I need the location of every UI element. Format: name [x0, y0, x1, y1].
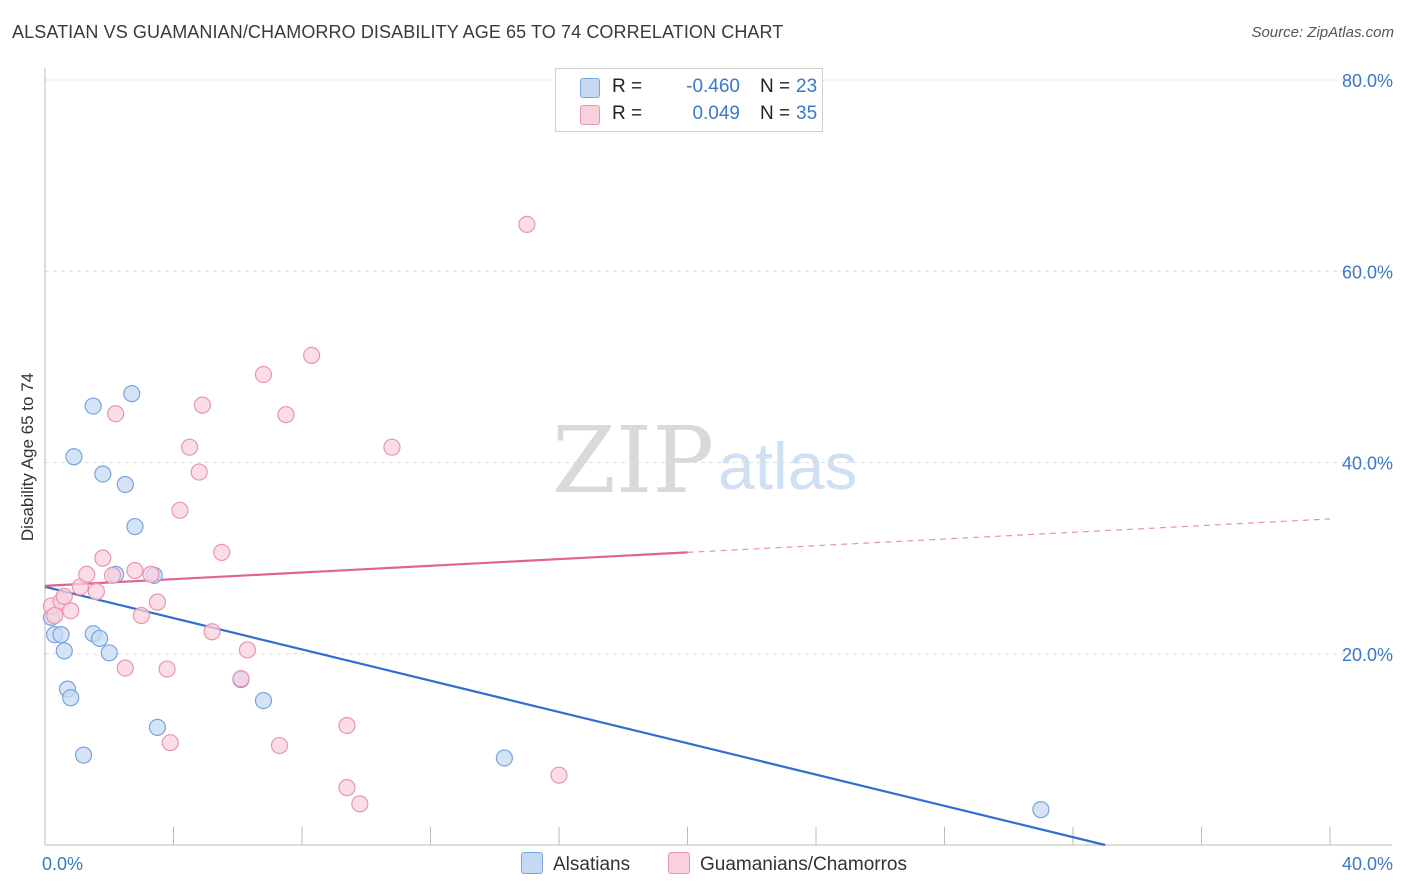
data-point [238, 641, 256, 659]
trend-line-extension [687, 518, 1331, 553]
data-point [142, 565, 160, 583]
data-point [518, 215, 536, 233]
data-point [495, 749, 513, 767]
data-point [254, 692, 273, 710]
data-point [148, 593, 167, 611]
correlation-legend: R = -0.460 N = 23 R = 0.049 N = 35 [555, 68, 823, 132]
legend-n-value: 23 [796, 76, 818, 97]
data-point [338, 716, 356, 735]
data-point [277, 406, 295, 424]
x-tick-label: 40.0% [1342, 854, 1393, 874]
y-tick-label: 20.0% [1342, 645, 1393, 665]
data-point [232, 670, 250, 688]
data-point [55, 587, 73, 605]
series-swatch-pink [668, 852, 690, 874]
data-point [132, 606, 150, 625]
data-point [254, 365, 273, 384]
data-point [351, 795, 369, 813]
watermark-zip: ZIP [552, 407, 714, 514]
data-point [107, 405, 125, 423]
legend-n-label: N = [760, 76, 791, 97]
data-point [123, 385, 141, 403]
data-point [303, 346, 321, 364]
trend-line [44, 585, 1106, 847]
data-point [84, 397, 102, 415]
data-point [74, 746, 93, 764]
series-name: Guamanians/Chamorros [700, 854, 907, 875]
data-point [338, 779, 356, 797]
data-point [62, 602, 80, 620]
data-point [103, 566, 122, 584]
series-name: Alsatians [553, 854, 631, 875]
series-legend-alsatians: Alsatians [521, 852, 630, 876]
chart-title: ALSATIAN VS GUAMANIAN/CHAMORRO DISABILIT… [12, 22, 784, 42]
data-point [126, 561, 144, 580]
data-point [87, 582, 106, 601]
tick-labels: 20.0% 40.0% 60.0% 80.0% 0.0% 40.0% [42, 71, 1393, 874]
data-point [94, 465, 112, 483]
data-point [203, 623, 221, 641]
watermark-atlas: atlas [718, 429, 857, 503]
legend-n-label: N = [760, 103, 791, 124]
data-points [42, 215, 1050, 819]
legend-r-label: R = [612, 103, 643, 124]
data-point [65, 448, 83, 466]
grid-lines [45, 79, 1392, 655]
data-point [1032, 801, 1050, 819]
y-tick-label: 80.0% [1342, 71, 1393, 91]
data-point [270, 736, 289, 755]
data-point [94, 549, 112, 567]
data-point [193, 396, 212, 414]
x-tick-label: 0.0% [42, 854, 83, 874]
y-tick-label: 60.0% [1342, 262, 1393, 282]
data-point [213, 543, 231, 561]
data-point [190, 463, 208, 481]
data-point [91, 629, 109, 648]
data-point [116, 475, 134, 494]
series-swatch-blue [521, 852, 543, 874]
data-point [158, 660, 176, 678]
data-point [78, 565, 96, 583]
axes [44, 68, 1392, 846]
data-point [550, 766, 568, 784]
data-point [148, 718, 167, 736]
data-point [62, 689, 80, 707]
source-label: Source: ZipAtlas.com [1251, 24, 1394, 41]
data-point [171, 501, 189, 519]
legend-r-label: R = [612, 76, 643, 97]
legend-swatch-blue [580, 78, 600, 98]
data-point [100, 644, 118, 662]
y-tick-label: 40.0% [1342, 454, 1393, 474]
data-point [52, 626, 70, 644]
data-point [383, 438, 401, 456]
data-point [161, 734, 179, 752]
data-point [55, 642, 73, 660]
data-point [116, 659, 134, 677]
data-point [126, 517, 144, 536]
data-point [46, 606, 64, 625]
series-legend-guamanians: Guamanians/Chamorros [668, 852, 907, 876]
legend-n-value: 35 [796, 103, 818, 124]
data-point [180, 438, 199, 456]
legend-r-value: -0.460 [686, 76, 740, 97]
legend-swatch-pink [580, 105, 600, 125]
legend-r-value: 0.049 [692, 103, 740, 124]
